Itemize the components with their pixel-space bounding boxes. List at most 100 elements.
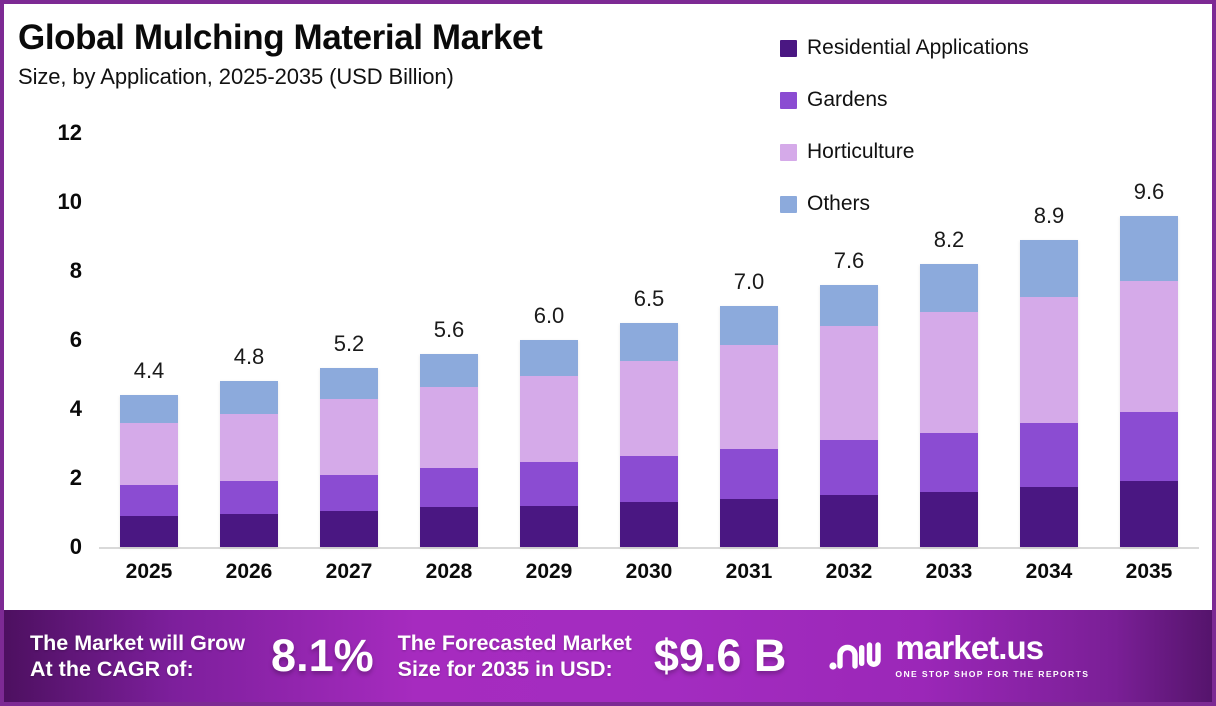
header: Global Mulching Material Market Size, by… bbox=[18, 18, 778, 90]
x-axis-tick-label: 2031 bbox=[725, 560, 773, 583]
bar-segment[interactable] bbox=[920, 312, 978, 434]
bar-segment[interactable] bbox=[1020, 422, 1078, 487]
bar-segment[interactable] bbox=[520, 340, 578, 377]
stacked-bar[interactable] bbox=[520, 340, 578, 547]
bar-segment[interactable] bbox=[920, 433, 978, 492]
bar-segment[interactable] bbox=[220, 381, 278, 415]
bar-segment[interactable] bbox=[420, 467, 478, 508]
market-us-logo-icon bbox=[826, 636, 886, 676]
bar-segment[interactable] bbox=[320, 398, 378, 475]
bar-segment[interactable] bbox=[920, 491, 978, 547]
stacked-bar[interactable] bbox=[420, 353, 478, 547]
page-title: Global Mulching Material Market bbox=[18, 18, 543, 57]
stacked-bar[interactable] bbox=[120, 395, 178, 547]
y-axis-tick-label: 8 bbox=[69, 258, 82, 283]
page-subtitle: Size, by Application, 2025-2035 (USD Bil… bbox=[18, 64, 454, 90]
bar-segment[interactable] bbox=[820, 440, 878, 496]
bar-segment[interactable] bbox=[1020, 239, 1078, 297]
bar-segment[interactable] bbox=[820, 326, 878, 441]
bar-segment[interactable] bbox=[320, 474, 378, 511]
stacked-bar[interactable] bbox=[320, 367, 378, 547]
bar-segment[interactable] bbox=[420, 386, 478, 468]
legend-swatch-icon bbox=[780, 39, 797, 57]
bar-segment[interactable] bbox=[1120, 412, 1178, 482]
stacked-bar[interactable] bbox=[920, 264, 978, 547]
stacked-bar[interactable] bbox=[1120, 215, 1178, 547]
bar-segment[interactable] bbox=[620, 322, 678, 361]
x-axis-tick-label: 2033 bbox=[925, 560, 973, 583]
legend-item[interactable]: Residential Applications bbox=[780, 22, 1100, 74]
bar-segment[interactable] bbox=[120, 484, 178, 516]
market-us-logo[interactable]: market.us ONE STOP SHOP FOR THE REPORTS bbox=[826, 631, 1212, 682]
bar-value-label: 7.0 bbox=[733, 268, 765, 294]
stacked-bar[interactable] bbox=[820, 284, 878, 547]
bar-segment[interactable] bbox=[120, 515, 178, 547]
stacked-bar[interactable] bbox=[1020, 239, 1078, 547]
bar-segment[interactable] bbox=[720, 448, 778, 499]
forecast-value: $9.6 B bbox=[653, 630, 787, 681]
y-axis-tick-label: 10 bbox=[57, 189, 82, 214]
legend-item-label: Gardens bbox=[807, 88, 888, 111]
bar-segment[interactable] bbox=[620, 360, 678, 456]
stacked-bar[interactable] bbox=[720, 305, 778, 547]
bar-segment[interactable] bbox=[220, 514, 278, 547]
bar-segment[interactable] bbox=[1120, 281, 1178, 413]
bars-container: 4.4 2025 4.8 2026 5.2 2027 5.6 2028 6.0 2029 6.5 20… bbox=[99, 4, 1199, 583]
bar-segment[interactable] bbox=[620, 502, 678, 547]
legend-item[interactable]: Others bbox=[780, 178, 1100, 230]
bar-segment[interactable] bbox=[220, 481, 278, 515]
legend-item[interactable]: Horticulture bbox=[780, 126, 1100, 178]
bar-value-label: 6.0 bbox=[533, 303, 565, 328]
stacked-bar[interactable] bbox=[220, 381, 278, 547]
bar-segment[interactable] bbox=[320, 367, 378, 399]
bar-segment[interactable] bbox=[220, 414, 278, 482]
bar-segment[interactable] bbox=[420, 507, 478, 547]
bar-value-label: 8.2 bbox=[933, 227, 965, 253]
bar-value-label: 5.6 bbox=[433, 316, 465, 342]
legend-item-label: Horticulture bbox=[807, 140, 915, 163]
axis-baseline bbox=[99, 547, 1199, 549]
y-axis-tick-label: 12 bbox=[57, 120, 82, 145]
legend-item[interactable]: Gardens bbox=[780, 74, 1100, 126]
bar-segment[interactable] bbox=[1020, 486, 1078, 547]
bar-segment[interactable] bbox=[620, 455, 678, 503]
y-axis-tick-label: 4 bbox=[69, 396, 82, 421]
x-axis-tick-label: 2030 bbox=[625, 560, 673, 583]
legend-item-label: Residential Applications bbox=[807, 36, 1029, 59]
bar-segment[interactable] bbox=[520, 462, 578, 506]
bar-segment[interactable] bbox=[920, 264, 978, 313]
bar-segment[interactable] bbox=[1120, 481, 1178, 547]
bar-segment[interactable] bbox=[720, 305, 778, 346]
legend-item-label: Others bbox=[807, 192, 871, 215]
bar-segment[interactable] bbox=[120, 395, 178, 423]
forecast-label: The Forecasted Market Size for 2035 in U… bbox=[398, 630, 632, 682]
bar-value-label: 4.8 bbox=[233, 344, 265, 370]
bar-segment[interactable] bbox=[520, 376, 578, 463]
bar-segment[interactable] bbox=[120, 422, 178, 485]
bar-segment[interactable] bbox=[720, 345, 778, 449]
bar-value-label: 4.4 bbox=[133, 358, 165, 384]
bar-value-label: 7.6 bbox=[833, 247, 865, 273]
bar-segment[interactable] bbox=[520, 505, 578, 547]
cagr-label-line1: The Market will Grow bbox=[30, 630, 246, 655]
legend-swatch-icon bbox=[780, 195, 797, 213]
x-axis-tick-label: 2026 bbox=[225, 560, 273, 583]
bar-segment[interactable] bbox=[820, 284, 878, 327]
summary-banner: The Market will Grow At the CAGR of: 8.1… bbox=[4, 610, 1212, 702]
bar-value-label: 8.9 bbox=[1033, 202, 1065, 228]
forecast-label-line1: The Forecasted Market bbox=[397, 630, 632, 655]
bar-segment[interactable] bbox=[1020, 296, 1078, 423]
logo-wordmark: market.us bbox=[895, 628, 1044, 666]
forecast-label-line2: Size for 2035 in USD: bbox=[397, 657, 613, 681]
bar-segment[interactable] bbox=[720, 498, 778, 547]
x-axis-tick-label: 2032 bbox=[825, 560, 873, 583]
x-axis-tick-label: 2028 bbox=[425, 560, 473, 583]
bar-segment[interactable] bbox=[320, 510, 378, 547]
bar-segment[interactable] bbox=[1120, 215, 1178, 282]
stacked-bar[interactable] bbox=[620, 322, 678, 547]
bar-segment[interactable] bbox=[820, 495, 878, 547]
y-axis-tick-label: 2 bbox=[69, 465, 82, 490]
bar-segment[interactable] bbox=[420, 353, 478, 387]
chart-legend: Residential Applications Gardens Horticult… bbox=[780, 22, 1100, 230]
